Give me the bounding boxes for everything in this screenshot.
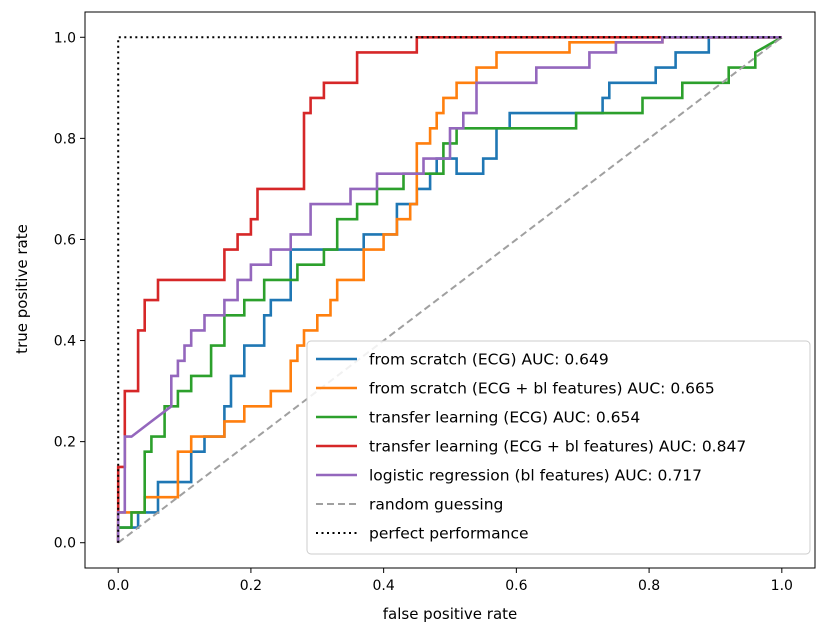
- x-tick-label: 0.0: [107, 578, 129, 594]
- series-line-7-perfect-performance: [117, 36, 782, 543]
- legend-label-from-scratch-ecg-auc-0-649: from scratch (ECG) AUC: 0.649: [369, 351, 609, 369]
- legend-label-random-guessing: random guessing: [369, 496, 503, 514]
- legend: from scratch (ECG) AUC: 0.649 from scratc…: [306, 340, 811, 555]
- y-tick-label: 0.6: [54, 232, 76, 248]
- legend-label-transfer-learning-ecg-bl-features-auc-0-847: transfer learning (ECG + bl features) AU…: [369, 438, 746, 456]
- series-line-3-transfer-learning-ecg-auc-0-654: [116, 36, 783, 543]
- series-line-5-logistic-regression-bl-features-auc-0-717: [116, 35, 782, 543]
- series-line-1-from-scratch-ecg-auc-0-649: [116, 35, 782, 543]
- legend-label-logistic-regression-bl-features-auc-0-717: logistic regression (bl features) AUC: 0…: [369, 467, 702, 485]
- y-tick-label: 0.4: [54, 334, 76, 350]
- series-line-4-transfer-learning-ecg-bl-features-auc-0-847: [116, 35, 782, 543]
- legend-box: [306, 340, 811, 555]
- legend-label-from-scratch-ecg-bl-features-auc-0-665: from scratch (ECG + bl features) AUC: 0.…: [369, 380, 715, 398]
- y-tick-label: 0.8: [54, 131, 76, 147]
- x-tick-label: 0.2: [240, 578, 262, 594]
- y-tick-label: 0.0: [54, 536, 76, 552]
- x-tick-label: 0.6: [505, 578, 527, 594]
- plot-area: [116, 35, 783, 544]
- x-tick-label: 0.4: [373, 578, 395, 594]
- legend-label-perfect-performance: perfect performance: [369, 525, 529, 543]
- y-tick-label: 0.2: [54, 435, 76, 451]
- series-line-2-from-scratch-ecg-bl-features-auc-0-665: [116, 35, 782, 543]
- x-axis-label: false positive rate: [383, 605, 518, 623]
- plot-frame: [84, 11, 816, 569]
- y-axis-label: true positive rate: [13, 224, 31, 354]
- x-tick-label: 1.0: [771, 578, 793, 594]
- x-tick-label: 0.8: [638, 578, 660, 594]
- legend-label-transfer-learning-ecg-auc-0-654: transfer learning (ECG) AUC: 0.654: [369, 409, 640, 427]
- series-line-6-random-guessing: [117, 36, 783, 544]
- axes: 0.0 0.2 0.4 0.6 0.8 1.0 0.0 0.2 0.4 0.6 0.8 1.0: [54, 11, 816, 594]
- y-tick-label: 1.0: [54, 30, 76, 46]
